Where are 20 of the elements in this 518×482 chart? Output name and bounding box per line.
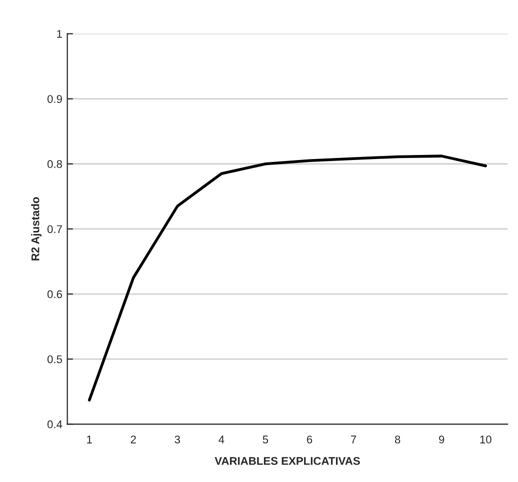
x-axis-title: VARIABLES EXPLICATIVAS bbox=[214, 457, 360, 465]
x-tick-label: 7 bbox=[351, 436, 356, 444]
y-tick-label: 0.4 bbox=[47, 420, 62, 428]
y-tick-label: 0.7 bbox=[47, 225, 62, 234]
x-tick-label: 8 bbox=[394, 436, 400, 444]
x-tick-label: 10 bbox=[480, 436, 492, 444]
x-tick-label: 1 bbox=[87, 436, 92, 444]
y-tick-label: 0.9 bbox=[47, 95, 62, 103]
line-series bbox=[88, 154, 488, 402]
y-tick-label: 0.6 bbox=[47, 290, 62, 298]
y-tick-label: 0.5 bbox=[47, 355, 62, 364]
y-tick-label: 0.8 bbox=[47, 160, 62, 168]
x-tick-label: 4 bbox=[218, 436, 224, 444]
x-tick-label: 5 bbox=[262, 436, 268, 444]
x-tick-label: 9 bbox=[439, 436, 444, 444]
x-tick-label: 2 bbox=[130, 436, 136, 444]
y-axis-title: R2 Ajustado bbox=[31, 197, 42, 260]
x-tick-label: 3 bbox=[174, 436, 180, 444]
x-tick-label: 6 bbox=[306, 436, 312, 444]
y-tick-label: 1 bbox=[57, 30, 62, 38]
